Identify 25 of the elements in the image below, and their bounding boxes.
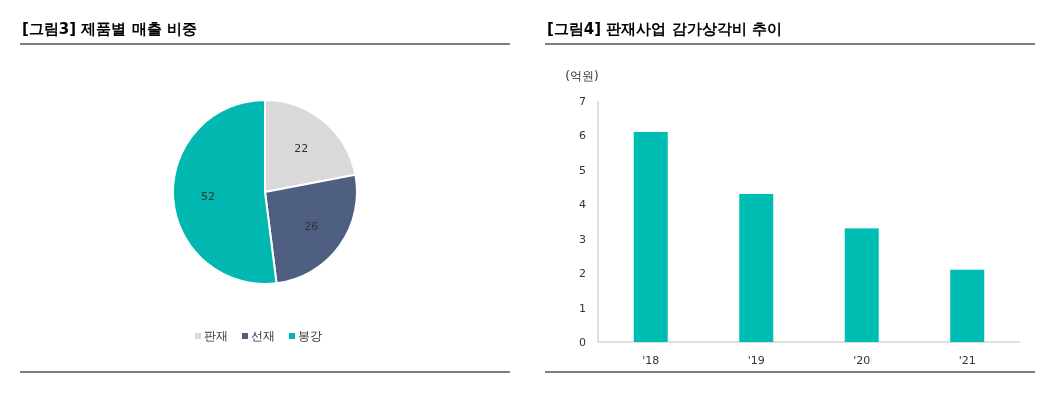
y-axis-title: (억원) [565, 69, 599, 83]
x-tick-label: '21 [958, 354, 976, 367]
y-tick-label: 2 [579, 267, 586, 281]
data-label: 22 [294, 142, 309, 156]
chart-title: [그림3] 제품별 매출 비중 [22, 20, 197, 38]
y-tick-label: 7 [579, 95, 586, 108]
chart-title: [그림4] 판재사업 감가상각비 추이 [547, 20, 782, 38]
y-tick-label: 0 [579, 336, 586, 349]
bar [950, 269, 985, 342]
legend-label: 판재 [204, 329, 228, 343]
legend-label: 봉강 [298, 329, 322, 343]
y-tick-label: 3 [579, 232, 586, 246]
data-label: 52 [201, 189, 216, 203]
y-tick-label: 5 [579, 163, 586, 177]
x-tick-label: '18 [642, 354, 660, 367]
y-tick-label: 1 [579, 301, 586, 315]
legend-label: 선재 [251, 329, 275, 343]
y-tick-label: 4 [579, 198, 586, 212]
data-label: 26 [304, 219, 319, 233]
y-tick-label: 6 [579, 129, 586, 143]
bar [844, 228, 879, 342]
bar [633, 131, 668, 342]
bar [739, 193, 774, 342]
x-tick-label: '19 [747, 354, 765, 367]
x-tick-label: '20 [853, 354, 871, 367]
